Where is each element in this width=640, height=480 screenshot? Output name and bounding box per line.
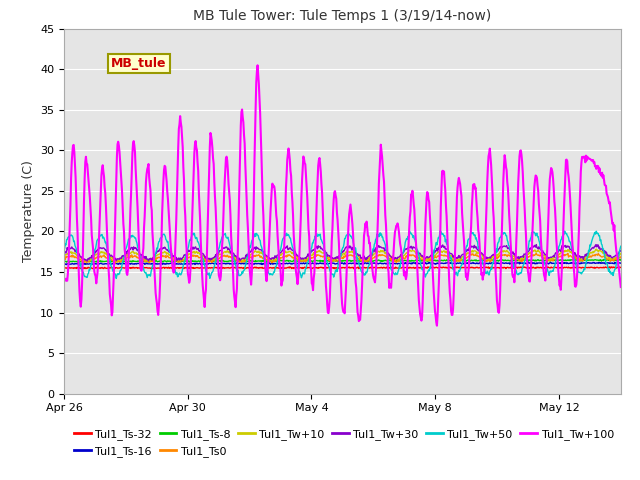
Tul1_Tw+100 <box>511 270 519 276</box>
Tul1_Ts0 <box>511 256 518 262</box>
Tul1_Tw+30 <box>532 242 540 248</box>
Tul1_Ts-16 <box>376 260 384 266</box>
Tul1_Ts-16 <box>525 259 532 265</box>
Line: Tul1_Ts0: Tul1_Ts0 <box>64 253 621 264</box>
Tul1_Ts-16 <box>264 261 271 266</box>
Line: Tul1_Ts-16: Tul1_Ts-16 <box>64 262 621 264</box>
Line: Tul1_Ts-32: Tul1_Ts-32 <box>64 267 621 269</box>
Line: Tul1_Tw+100: Tul1_Tw+100 <box>64 65 621 325</box>
Tul1_Ts-8 <box>60 259 68 264</box>
Tul1_Tw+50 <box>113 276 120 281</box>
Tul1_Tw+100 <box>80 197 88 203</box>
Tul1_Ts-32 <box>308 266 316 272</box>
Text: MB_tule: MB_tule <box>111 57 167 70</box>
Tul1_Ts-8 <box>192 259 200 264</box>
Tul1_Ts-32 <box>263 265 271 271</box>
Tul1_Tw+30 <box>192 244 200 250</box>
Tul1_Tw+30 <box>264 253 271 259</box>
Tul1_Ts-32 <box>80 264 88 270</box>
Tul1_Tw+100 <box>617 284 625 290</box>
Tul1_Ts0 <box>617 255 625 261</box>
Tul1_Tw+100 <box>433 323 441 328</box>
Line: Tul1_Ts-8: Tul1_Ts-8 <box>64 259 621 263</box>
Tul1_Tw+100 <box>293 275 301 280</box>
Line: Tul1_Tw+50: Tul1_Tw+50 <box>64 231 621 278</box>
Tul1_Ts0 <box>80 259 88 265</box>
Tul1_Ts-16 <box>214 262 222 267</box>
Tul1_Tw+30 <box>80 257 88 263</box>
Tul1_Ts-16 <box>293 261 301 266</box>
Tul1_Ts0 <box>192 254 200 260</box>
Tul1_Tw+10 <box>191 251 199 256</box>
Tul1_Tw+100 <box>253 62 261 68</box>
Tul1_Tw+50 <box>80 273 88 278</box>
Tul1_Ts-32 <box>60 264 68 270</box>
Tul1_Tw+50 <box>617 243 625 249</box>
Tul1_Tw+50 <box>293 262 301 268</box>
Tul1_Ts-32 <box>376 265 384 271</box>
Tul1_Ts-16 <box>191 262 199 267</box>
Tul1_Ts-32 <box>615 264 623 270</box>
Tul1_Ts-32 <box>511 264 518 270</box>
Tul1_Tw+10 <box>80 257 88 263</box>
Tul1_Ts0 <box>564 251 572 256</box>
Tul1_Ts-32 <box>292 264 300 270</box>
Tul1_Ts0 <box>293 255 301 261</box>
Line: Tul1_Tw+30: Tul1_Tw+30 <box>64 245 621 261</box>
Tul1_Tw+50 <box>436 228 444 234</box>
Tul1_Ts-8 <box>65 260 73 265</box>
Title: MB Tule Tower: Tule Temps 1 (3/19/14-now): MB Tule Tower: Tule Temps 1 (3/19/14-now… <box>193 10 492 24</box>
Tul1_Tw+30 <box>293 252 301 258</box>
Tul1_Ts-8 <box>264 258 271 264</box>
Tul1_Ts-16 <box>511 261 518 266</box>
Tul1_Tw+100 <box>191 141 199 147</box>
Tul1_Tw+10 <box>293 253 301 259</box>
Tul1_Ts-16 <box>617 260 625 266</box>
Tul1_Tw+30 <box>83 258 91 264</box>
Line: Tul1_Tw+10: Tul1_Tw+10 <box>64 249 621 262</box>
Tul1_Ts-8 <box>553 256 561 262</box>
Tul1_Ts0 <box>111 261 119 266</box>
Tul1_Tw+100 <box>376 154 384 159</box>
Tul1_Ts-8 <box>376 258 384 264</box>
Tul1_Tw+30 <box>376 244 384 250</box>
Tul1_Ts-8 <box>511 257 518 263</box>
Tul1_Tw+10 <box>593 246 600 252</box>
Tul1_Ts0 <box>264 257 271 263</box>
Tul1_Tw+50 <box>192 236 200 241</box>
Tul1_Tw+50 <box>264 266 271 272</box>
Tul1_Tw+100 <box>60 277 68 283</box>
Tul1_Tw+10 <box>60 253 68 259</box>
Tul1_Ts0 <box>60 256 68 262</box>
Tul1_Tw+10 <box>264 255 271 261</box>
Tul1_Tw+50 <box>60 246 68 252</box>
Legend: Tul1_Ts-32, Tul1_Ts-16, Tul1_Ts-8, Tul1_Ts0, Tul1_Tw+10, Tul1_Tw+30, Tul1_Tw+50,: Tul1_Ts-32, Tul1_Ts-16, Tul1_Ts-8, Tul1_… <box>70 425 618 461</box>
Tul1_Ts-32 <box>617 264 625 270</box>
Tul1_Tw+100 <box>264 270 271 276</box>
Tul1_Ts-16 <box>80 261 88 267</box>
Tul1_Tw+50 <box>376 230 384 236</box>
Tul1_Tw+10 <box>511 254 518 260</box>
Tul1_Tw+30 <box>60 251 68 256</box>
Tul1_Ts0 <box>376 252 384 257</box>
Tul1_Tw+10 <box>376 249 384 255</box>
Tul1_Tw+30 <box>617 248 625 254</box>
Tul1_Ts-8 <box>81 258 88 264</box>
Tul1_Ts-16 <box>60 261 68 267</box>
Tul1_Ts-8 <box>617 257 625 263</box>
Y-axis label: Temperature (C): Temperature (C) <box>22 160 35 262</box>
Tul1_Ts-32 <box>191 265 199 271</box>
Tul1_Tw+10 <box>239 259 246 264</box>
Tul1_Tw+30 <box>511 251 518 256</box>
Tul1_Tw+10 <box>617 251 625 256</box>
Tul1_Ts-8 <box>293 258 301 264</box>
Tul1_Tw+50 <box>511 264 519 270</box>
